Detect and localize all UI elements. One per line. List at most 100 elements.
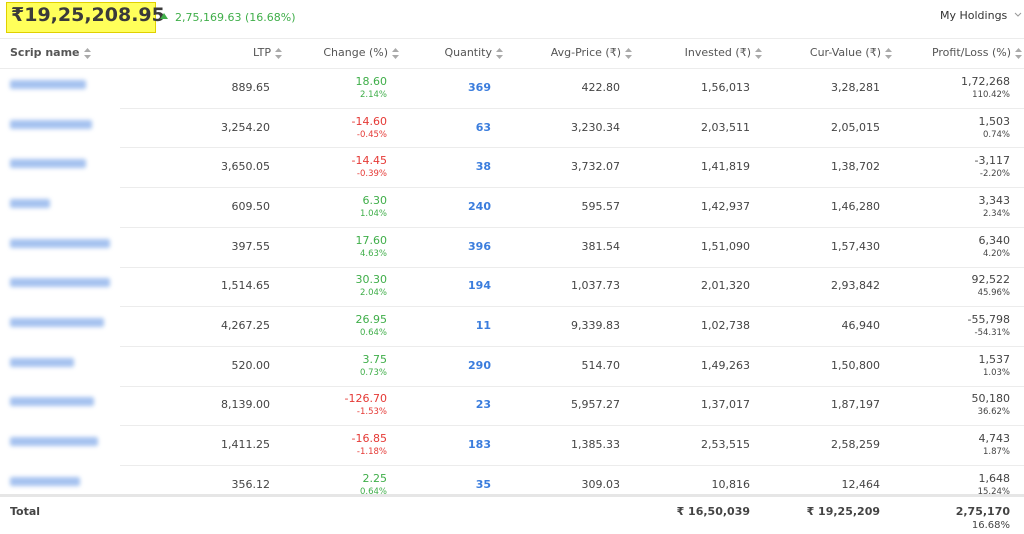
- total-cur-value: ₹ 19,25,209: [806, 505, 880, 518]
- column-header[interactable]: Avg-Price (₹): [551, 46, 632, 59]
- scrip-name-redacted: [10, 476, 80, 486]
- quantity[interactable]: 11: [475, 319, 491, 333]
- quantity[interactable]: 240: [468, 199, 491, 213]
- total-pl: 2,75,170: [955, 505, 1010, 518]
- scrip-name-redacted: [10, 119, 92, 129]
- change: 18.60: [355, 74, 388, 88]
- total-value: ₹19,25,208.95: [11, 4, 165, 26]
- column-header[interactable]: Profit/Loss (%): [932, 46, 1022, 59]
- column-header[interactable]: Quantity: [444, 46, 503, 59]
- change: -16.85: [351, 432, 387, 446]
- row-divider: [120, 107, 1024, 109]
- change-pct: -1.18%: [356, 447, 387, 458]
- ltp: 1,514.65: [221, 279, 270, 293]
- change-pct: 2.04%: [359, 288, 387, 299]
- avg-price: 514.70: [581, 358, 621, 372]
- column-header[interactable]: Invested (₹): [685, 46, 762, 59]
- ltp: 609.50: [231, 199, 271, 213]
- quantity[interactable]: 290: [468, 358, 491, 372]
- view-selector[interactable]: My Holdings: [940, 9, 1008, 22]
- invested: 1,42,937: [701, 199, 750, 213]
- row-divider: [120, 226, 1024, 228]
- row-divider: [120, 465, 1024, 466]
- quantity[interactable]: 23: [475, 398, 491, 412]
- column-header[interactable]: Scrip name: [10, 46, 91, 59]
- invested: 1,51,090: [701, 239, 750, 253]
- change: -14.60: [351, 114, 387, 128]
- divider: [0, 68, 1024, 69]
- scrip-name-redacted: [10, 357, 74, 367]
- quantity[interactable]: 369: [468, 80, 491, 94]
- column-label: Quantity: [444, 46, 492, 59]
- pl-pct: 110.42%: [972, 89, 1010, 100]
- change-pct: 4.63%: [359, 248, 387, 259]
- avg-price: 1,385.33: [571, 438, 620, 452]
- quantity[interactable]: 38: [475, 160, 491, 174]
- ltp: 4,267.25: [221, 319, 270, 333]
- quantity[interactable]: 63: [475, 120, 491, 134]
- total-invested: ₹ 16,50,039: [676, 505, 750, 518]
- pl: -55,798: [967, 313, 1010, 327]
- row-divider: [120, 425, 1024, 427]
- invested: 1,41,819: [701, 160, 750, 174]
- sort-icon: [625, 47, 632, 59]
- quantity[interactable]: 194: [468, 279, 491, 293]
- invested: 2,53,515: [701, 438, 750, 452]
- sort-icon: [83, 47, 91, 59]
- pl-pct: 1.03%: [982, 367, 1010, 378]
- up-arrow: [160, 13, 168, 19]
- day-change: 2,75,169.63 (16.68%): [175, 11, 296, 24]
- avg-price: 1,037.73: [571, 279, 620, 293]
- ltp: 520.00: [231, 358, 271, 372]
- invested: 1,02,738: [701, 319, 750, 333]
- cur-value: 1,46,280: [831, 199, 880, 213]
- avg-price: 5,957.27: [571, 398, 620, 412]
- pl-pct: 0.74%: [982, 129, 1010, 140]
- quantity[interactable]: 183: [468, 438, 491, 452]
- divider: [0, 38, 1024, 39]
- change-pct: 2.14%: [359, 89, 387, 100]
- pl-pct: 45.96%: [977, 288, 1010, 299]
- change-pct: 0.73%: [359, 367, 387, 378]
- column-header[interactable]: Cur-Value (₹): [810, 46, 892, 59]
- ltp: 1,411.25: [221, 438, 270, 452]
- avg-price: 309.03: [581, 477, 621, 491]
- pl: 3,343: [978, 193, 1011, 207]
- scrip-name-redacted: [10, 437, 98, 447]
- ltp: 356.12: [231, 477, 271, 491]
- pl: 1,503: [978, 114, 1011, 128]
- row-divider: [120, 187, 1024, 189]
- invested: 2,01,320: [701, 279, 750, 293]
- cur-value: 2,58,259: [831, 438, 880, 452]
- change-pct: -0.39%: [356, 169, 387, 180]
- row-divider: [120, 147, 1024, 149]
- quantity[interactable]: 35: [475, 477, 491, 491]
- sort-icon: [392, 47, 399, 59]
- ltp: 3,650.05: [221, 160, 270, 174]
- ltp: 3,254.20: [221, 120, 270, 134]
- row-divider: [120, 345, 1024, 347]
- column-label: Change (%): [323, 46, 388, 59]
- quantity[interactable]: 396: [468, 239, 491, 253]
- avg-price: 595.57: [581, 199, 621, 213]
- pl: 4,743: [978, 432, 1011, 446]
- column-label: Scrip name: [10, 46, 80, 59]
- scrip-name-redacted: [10, 198, 50, 208]
- change: 26.95: [355, 313, 388, 327]
- column-label: Cur-Value (₹): [809, 46, 881, 59]
- pl-pct: -54.31%: [974, 328, 1010, 339]
- invested: 1,49,263: [701, 358, 750, 372]
- cur-value: 2,93,842: [831, 279, 880, 293]
- column-header[interactable]: LTP: [253, 46, 282, 59]
- scrip-name-redacted: [10, 278, 110, 288]
- total-label: Total: [10, 505, 41, 518]
- cur-value: 1,38,702: [831, 160, 880, 174]
- cur-value: 46,940: [841, 319, 881, 333]
- change: 2.25: [362, 471, 388, 485]
- scrip-name-redacted: [10, 79, 86, 89]
- avg-price: 381.54: [581, 239, 621, 253]
- column-header[interactable]: Change (%): [323, 46, 399, 59]
- avg-price: 3,230.34: [571, 120, 620, 134]
- row-divider: [120, 306, 1024, 308]
- cur-value: 12,464: [841, 477, 881, 491]
